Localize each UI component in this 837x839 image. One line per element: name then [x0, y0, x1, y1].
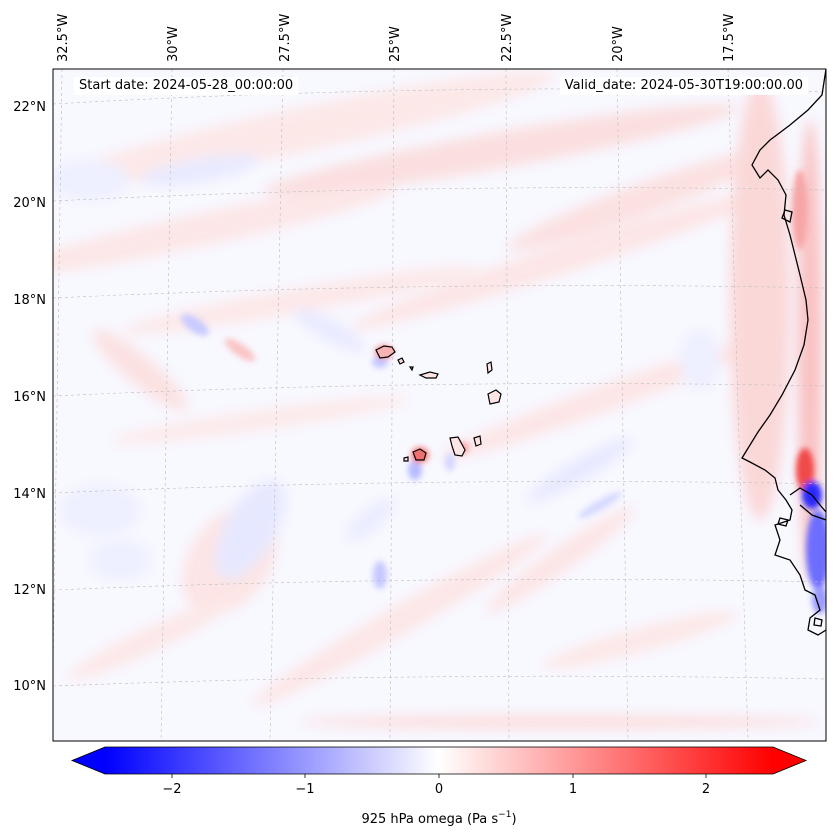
- cape-verde-islands: [375, 345, 502, 462]
- colorbar-tick-label: 0: [435, 782, 443, 797]
- lon-label: 25°W: [388, 26, 403, 62]
- colorbar-ticks: [171, 774, 707, 778]
- colorbar-outline: [70, 746, 808, 775]
- lon-label: 17.5°W: [722, 14, 737, 62]
- colorbar-tick-label: −2: [162, 782, 181, 797]
- lat-label: 18°N: [13, 293, 46, 308]
- colorbar-tick-label: 1: [569, 782, 577, 797]
- lat-label: 22°N: [13, 100, 46, 115]
- africa-coastline: [741, 69, 826, 636]
- colorbar: −2 −1 0 1 2 925 hPa omega (Pa s−1): [70, 746, 808, 827]
- lon-label: 20°W: [611, 26, 626, 62]
- island-santiago: [449, 436, 466, 457]
- lon-label: 30°W: [166, 26, 181, 62]
- lat-label: 14°N: [13, 487, 46, 502]
- colorbar-extend-high: [773, 747, 806, 774]
- lon-label: 22.5°W: [500, 14, 515, 62]
- lat-label: 20°N: [13, 196, 46, 211]
- island-maio: [473, 435, 482, 447]
- colorbar-label: 925 hPa omega (Pa s−1): [361, 810, 516, 827]
- map-panel: [53, 69, 826, 741]
- lat-label: 10°N: [13, 679, 46, 694]
- island-brava: [403, 456, 409, 462]
- colorbar-extend-low: [72, 747, 105, 774]
- longitude-labels: 32.5°W 30°W 27.5°W 25°W 22.5°W 20°W 17.5…: [56, 14, 737, 62]
- island-santo-antao: [375, 345, 396, 359]
- omega-field: [53, 71, 826, 729]
- colorbar-tick-label: −1: [295, 782, 314, 797]
- latitude-labels: 22°N 20°N 18°N 16°N 14°N 12°N 10°N: [13, 100, 46, 694]
- coastlines: [741, 69, 826, 636]
- start-date-label: Start date: 2024-05-28_00:00:00: [74, 77, 299, 95]
- island-fogo: [412, 448, 427, 461]
- island-sao-nicolau: [418, 371, 439, 379]
- lat-label: 16°N: [13, 390, 46, 405]
- island-boa-vista: [487, 389, 502, 405]
- map-frame: [52, 68, 827, 742]
- gridlines: [53, 69, 826, 741]
- island-sao-vicente: [397, 357, 405, 365]
- colorbar-gradient: [105, 747, 773, 774]
- lon-label: 32.5°W: [56, 14, 71, 62]
- lon-label: 27.5°W: [278, 14, 293, 62]
- lat-label: 12°N: [13, 583, 46, 598]
- valid-date-label: Valid_date: 2024-05-30T19:00:00.00: [559, 77, 808, 95]
- island-sal: [486, 361, 493, 375]
- island-santa-luzia: [408, 366, 414, 372]
- colorbar-tick-label: 2: [702, 782, 710, 797]
